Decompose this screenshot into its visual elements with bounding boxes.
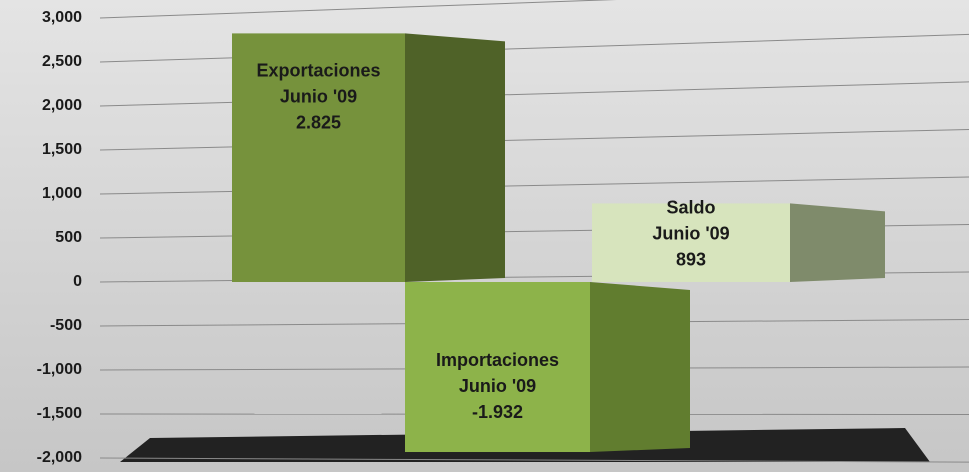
bar-label: Junio '09 (652, 223, 729, 243)
grid-line (99, 0, 617, 19)
bar-label: Saldo (666, 197, 715, 217)
bar-side (790, 203, 885, 282)
y-tick-label: -500 (50, 317, 82, 334)
y-tick-label: 1,000 (42, 185, 82, 202)
bar-side (590, 282, 690, 453)
y-tick-label: 2,500 (42, 53, 82, 70)
bar (232, 33, 405, 283)
bar-label: Junio '09 (280, 86, 357, 106)
y-tick-label: 0 (73, 273, 82, 290)
y-tick-label: -1,000 (37, 361, 82, 378)
bar-label: Junio '09 (459, 376, 536, 396)
bar (592, 203, 790, 282)
y-tick-label: -2,000 (37, 449, 82, 466)
grid-line (99, 457, 969, 463)
value-label: 2.825 (296, 112, 341, 132)
bar-label: Exportaciones (256, 60, 380, 80)
bar-label: Importaciones (436, 350, 559, 370)
y-tick-label: -1,500 (37, 405, 82, 422)
y-tick-label: 2,000 (42, 97, 82, 114)
bar (405, 282, 590, 453)
value-label: -1.932 (472, 402, 523, 422)
value-label: 893 (676, 249, 706, 269)
y-tick-label: 500 (55, 229, 82, 246)
y-tick-label: 1,500 (42, 141, 82, 158)
bar-side (405, 33, 505, 283)
y-tick-label: 3,000 (42, 9, 82, 26)
